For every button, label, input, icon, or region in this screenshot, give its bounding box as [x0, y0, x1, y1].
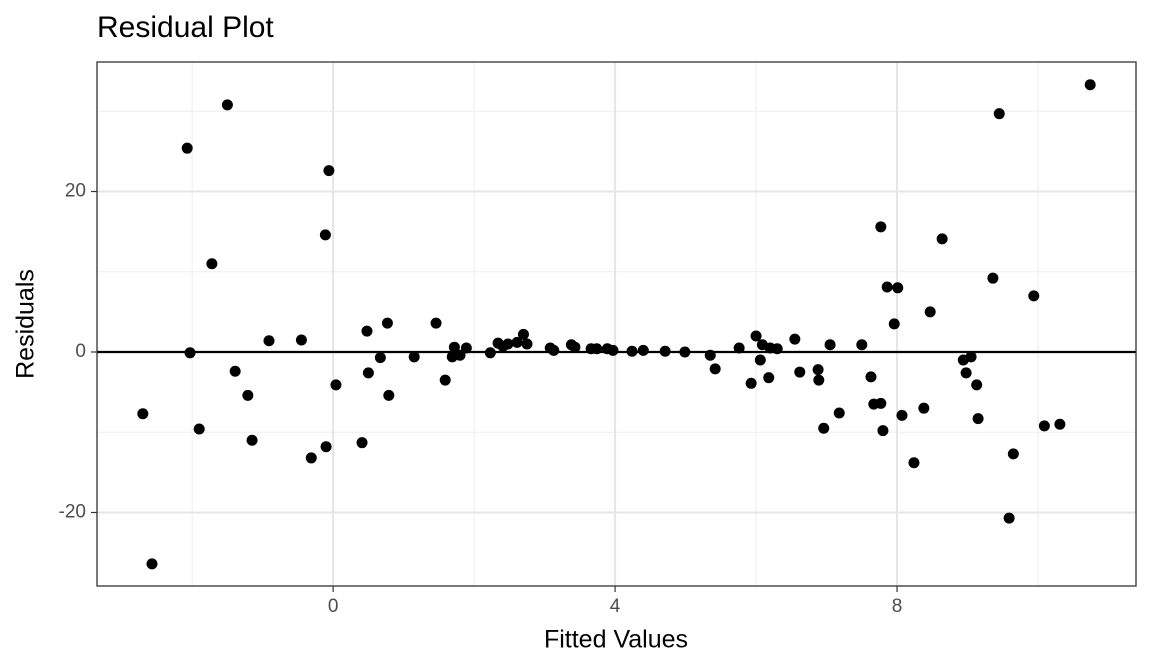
point — [430, 317, 442, 329]
point — [881, 281, 893, 293]
point — [679, 346, 691, 358]
point — [896, 409, 908, 421]
point — [569, 341, 581, 353]
point — [146, 558, 158, 570]
point — [362, 367, 374, 379]
point — [330, 379, 342, 391]
point — [1084, 79, 1096, 91]
point — [659, 345, 671, 357]
point — [229, 365, 241, 377]
point — [460, 342, 472, 354]
point — [918, 402, 930, 414]
point — [750, 330, 762, 342]
point — [1054, 418, 1066, 430]
point — [263, 335, 275, 347]
point — [965, 351, 977, 363]
point — [812, 364, 824, 376]
point — [704, 349, 716, 361]
x-axis-title: Fitted Values — [544, 626, 688, 654]
point — [381, 317, 393, 329]
point — [591, 343, 603, 355]
point — [502, 338, 514, 350]
point — [763, 372, 775, 384]
point — [818, 422, 830, 434]
point — [877, 425, 889, 437]
point — [206, 258, 218, 270]
point — [754, 354, 766, 366]
point — [745, 377, 757, 389]
y-tick-label: -20 — [59, 502, 86, 523]
plot-background — [97, 62, 1136, 586]
point — [971, 379, 983, 391]
point — [637, 344, 649, 356]
point — [626, 345, 638, 357]
point — [361, 325, 373, 337]
chart-title: Residual Plot — [97, 11, 274, 44]
point — [319, 229, 331, 241]
point — [242, 389, 254, 401]
point — [484, 347, 496, 359]
point — [794, 366, 806, 378]
point — [875, 397, 887, 409]
point — [356, 437, 368, 449]
x-tick-label: 4 — [610, 596, 621, 617]
point — [771, 343, 783, 355]
point — [221, 99, 233, 111]
point — [960, 367, 972, 379]
x-tick-label: 0 — [328, 596, 339, 617]
point — [383, 389, 395, 401]
point — [305, 452, 317, 464]
point — [924, 306, 936, 318]
point — [548, 344, 560, 356]
point — [439, 374, 451, 386]
point — [856, 339, 868, 351]
x-tick-label: 8 — [892, 596, 903, 617]
point — [607, 344, 619, 356]
point — [184, 347, 196, 359]
point — [374, 352, 386, 364]
point — [320, 441, 332, 453]
y-tick-label: 20 — [65, 181, 86, 202]
point — [888, 318, 900, 330]
point — [511, 336, 523, 348]
point — [875, 221, 887, 233]
point — [987, 272, 999, 284]
y-axis-title: Residuals — [12, 269, 40, 379]
point — [789, 333, 801, 345]
point — [1003, 512, 1015, 524]
point — [936, 233, 948, 245]
point — [246, 434, 258, 446]
point — [709, 363, 721, 375]
point — [892, 282, 904, 294]
point — [193, 423, 205, 435]
point — [454, 349, 466, 361]
y-tick-label: 0 — [75, 341, 86, 362]
point — [1028, 290, 1040, 302]
point — [833, 407, 845, 419]
point — [733, 342, 745, 354]
point — [448, 341, 460, 353]
point — [1038, 420, 1050, 432]
point — [295, 334, 307, 346]
point — [865, 371, 877, 383]
point — [824, 339, 836, 351]
point — [521, 338, 533, 350]
point — [323, 165, 335, 177]
point — [972, 413, 984, 425]
plot-border — [96, 61, 1137, 587]
point — [408, 351, 420, 363]
point — [181, 142, 193, 154]
point — [1007, 448, 1019, 460]
point — [517, 328, 529, 340]
point — [993, 108, 1005, 120]
point — [908, 457, 920, 469]
point — [813, 374, 825, 386]
point — [137, 408, 149, 420]
